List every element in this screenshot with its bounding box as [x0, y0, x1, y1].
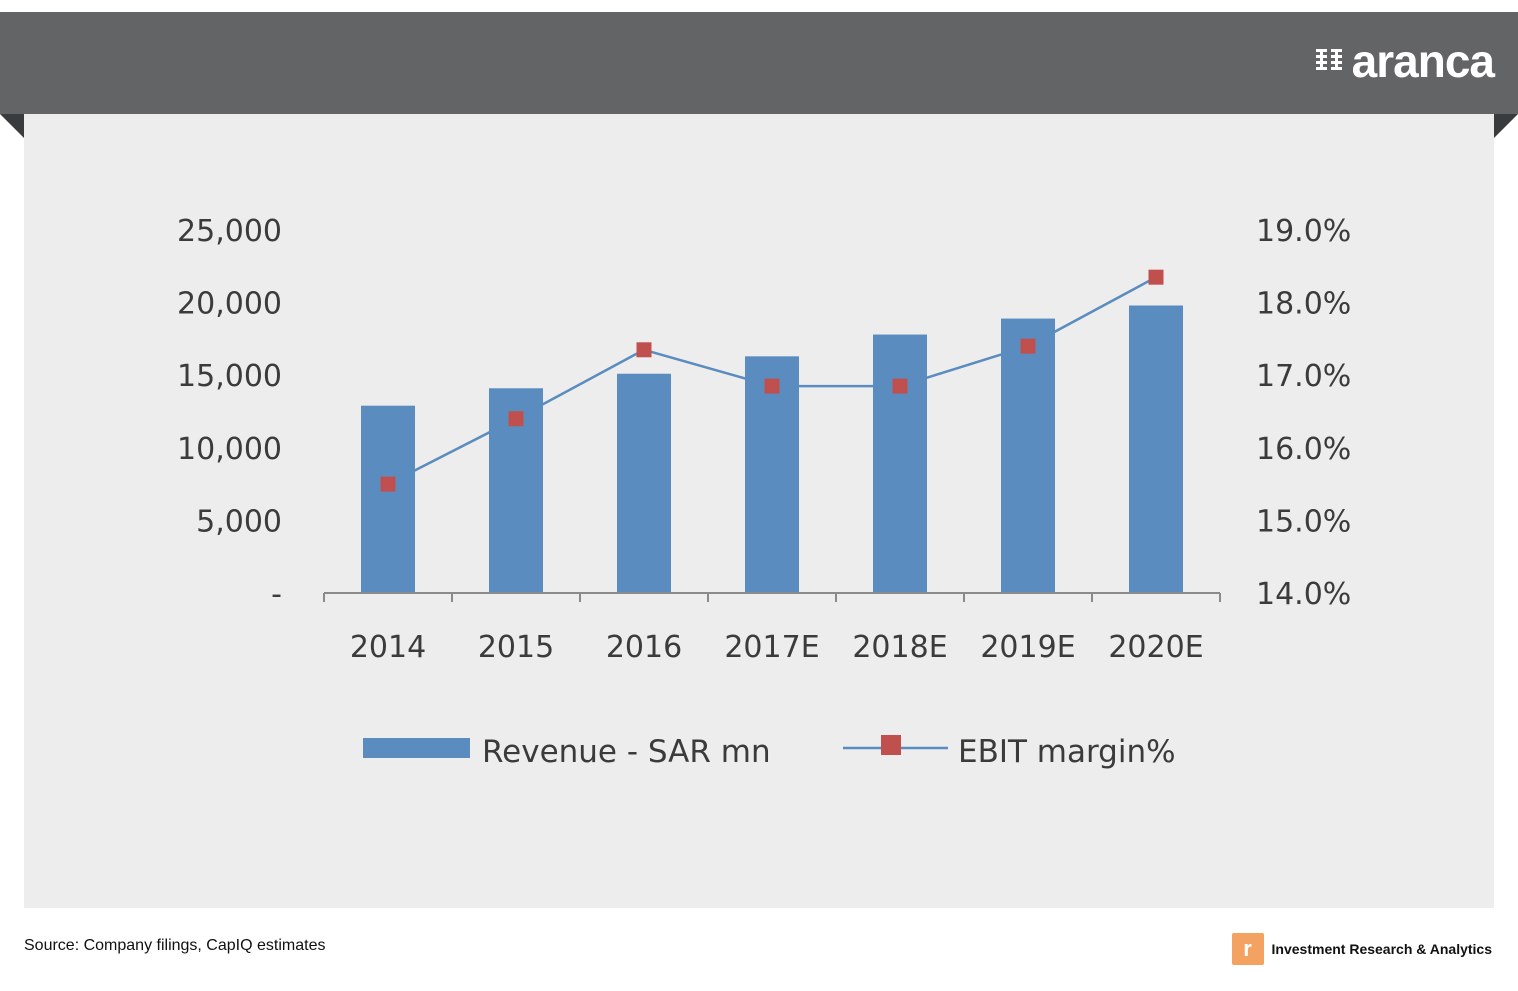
ebit-margin-marker-2018E: [892, 378, 908, 394]
x-tick-label: 2019E: [980, 630, 1075, 665]
y-right-tick-label: 16.0%: [1256, 432, 1351, 467]
revenue-bar-2017E: [745, 356, 799, 593]
x-tick-label: 2017E: [724, 630, 819, 665]
revenue-bar-2020E: [1129, 305, 1183, 593]
revenue-bar-2016: [617, 373, 671, 593]
brand-logo: aranca: [1314, 35, 1495, 87]
revenue-bar-2014: [361, 405, 415, 593]
aranca-badge-icon: r: [1231, 933, 1264, 965]
revenue-bar-2018E: [873, 334, 927, 593]
y-right-tick-label: 18.0%: [1256, 287, 1351, 322]
y-left-tick-label: -: [271, 577, 282, 612]
ebit-margin-marker-2014: [380, 476, 396, 492]
x-tick-label: 2015: [478, 630, 554, 665]
y-right-tick-label: 15.0%: [1256, 504, 1351, 539]
header-fold-right: [1494, 114, 1518, 138]
source-note: Source: Company filings, CapIQ estimates: [24, 937, 326, 954]
header-fold-left: [0, 114, 24, 138]
legend-label-revenue: Revenue - SAR mn: [482, 734, 771, 770]
footer-brand: r Investment Research & Analytics: [1231, 933, 1492, 965]
x-tick-label: 2016: [606, 630, 682, 665]
header-band: [0, 12, 1518, 114]
ebit-margin-marker-2017E: [764, 378, 780, 394]
y-left-tick-label: 5,000: [196, 504, 282, 539]
ebit-margin-marker-2015: [508, 411, 524, 427]
y-right-tick-label: 17.0%: [1256, 359, 1351, 394]
y-left-tick-label: 20,000: [177, 287, 282, 322]
y-right-tick-label: 19.0%: [1256, 214, 1351, 249]
brand-name: aranca: [1351, 35, 1495, 87]
footer-tagline: Investment Research & Analytics: [1271, 941, 1492, 957]
y-left-tick-label: 25,000: [177, 214, 282, 249]
y-left-tick-label: 10,000: [177, 432, 282, 467]
ebit-margin-marker-2020E: [1148, 269, 1164, 285]
x-tick-label: 2018E: [852, 630, 947, 665]
legend-swatch-marker-ebit: [881, 735, 901, 755]
y-left-tick-label: 15,000: [177, 359, 282, 394]
x-tick-label: 2014: [350, 630, 426, 665]
y-right-tick-label: 14.0%: [1256, 577, 1351, 612]
ebit-margin-marker-2016: [636, 342, 652, 358]
aranca-logo-icon: [1315, 49, 1342, 70]
legend-swatch-revenue: [363, 738, 470, 758]
x-tick-label: 2020E: [1108, 630, 1203, 665]
revenue-bar-2019E: [1001, 318, 1055, 593]
legend-label-ebit: EBIT margin%: [958, 734, 1176, 770]
ebit-margin-marker-2019E: [1020, 338, 1036, 354]
